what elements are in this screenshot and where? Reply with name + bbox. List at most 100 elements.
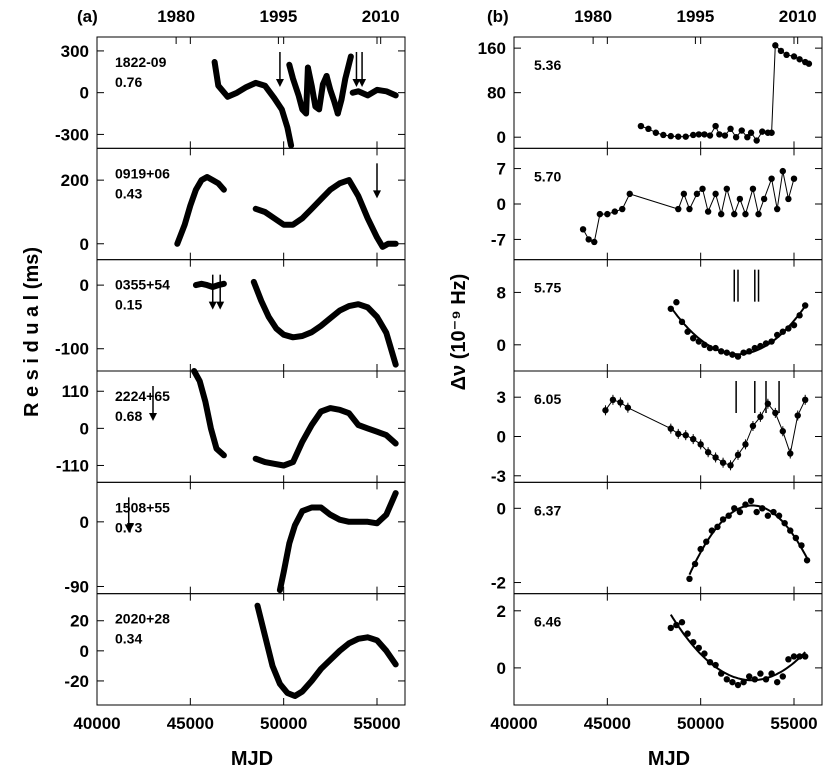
right_column-panel-0-data-point (777, 47, 785, 55)
right_column-panel-1-ytick-label: -7 (491, 230, 506, 249)
right_column-panel-2-data-point (712, 344, 719, 352)
right_column-panel-5-ytick-label: 0 (497, 659, 506, 678)
right_column-panel-2-data-point (667, 305, 674, 312)
left_column-panel-0-residual-segment (211, 59, 295, 149)
right_column-panel-5-data-point (695, 644, 702, 652)
right_column-panel-5-data-point (706, 658, 714, 666)
right_column-panel-5-data-point (690, 638, 697, 646)
right_column-panel-0-data-point (790, 53, 798, 60)
right_column-panel-0-data-point (716, 131, 723, 138)
left_column-panel-5-value: 0.34 (115, 631, 142, 647)
right_column-panel-1-data-point (736, 195, 744, 203)
right_column-panel-5-data-point (751, 676, 758, 683)
right_column-panel-2-data-point (740, 349, 747, 356)
left_column-panel-2-glitch-arrowhead (216, 301, 225, 310)
right_column-panel-5-data-point (774, 678, 781, 686)
right_column-top-tick-label: 1980 (574, 7, 612, 26)
left_column-panel-4-ytick-label: -90 (64, 577, 89, 596)
right_column-panel-0-data-point (759, 128, 766, 135)
right_column-panel-4-data-point (787, 527, 794, 534)
right_column-panel-5-value: 6.46 (534, 614, 561, 630)
right_column-panel-4-data-point (725, 512, 732, 519)
right_column-panel-3-data-point (617, 399, 624, 406)
right_column-panel-2-data-point (723, 349, 730, 356)
right_column-panel-5-data-point (678, 619, 686, 626)
right_column-panel-5-fit-curve (669, 614, 806, 682)
right_column-panel-2-data-point (802, 302, 809, 309)
right_column-panel-3-data-point (675, 430, 682, 438)
right_column-panel-0-data-point (690, 131, 697, 139)
right_column-panel-0-connect-line (640, 44, 810, 142)
right_column-panel-2-data-point (785, 325, 792, 332)
right_column-panel-4-data-point (742, 501, 749, 508)
right_column-panel-4-data-point (775, 512, 783, 519)
right_column-panel-4-ytick-label: 0 (497, 499, 506, 518)
right_column-panel-3-data-point (719, 459, 727, 466)
right_column-panel-2-data-point (684, 328, 691, 335)
right_column-panel-4-data-point (747, 497, 755, 505)
right_column-xtick-label: 40000 (490, 714, 537, 733)
right_column-panel-2-data-point (746, 348, 753, 355)
right_column-top-tick-label: 1995 (676, 7, 714, 26)
right_column-panel-2-value: 5.75 (534, 280, 561, 296)
right_column-panel-3-data-point (697, 441, 704, 448)
left_column-panel-0-ytick-label: 300 (61, 42, 89, 61)
right_column-panel-2-data-point (701, 341, 708, 349)
left_column-panel-5-residual-segment (254, 602, 399, 699)
right_column-panel-1-data-point (604, 210, 611, 218)
right_column-panel-0-data-point (660, 131, 667, 139)
right_column-panel-2-frame (513, 259, 823, 372)
right_column-panel-4-data-point (708, 527, 716, 534)
left_column-panel-4-ytick-label: 0 (80, 513, 89, 532)
left_column-panel-2-residual-segment (192, 280, 227, 290)
left_column-panel-0-ytick-label: 0 (80, 84, 89, 103)
right_column-panel-1-data-point (768, 175, 775, 182)
left-x-axis-title: MJD (231, 748, 273, 770)
right_column-panel-3-data-point (742, 441, 749, 448)
right_column-panel-4-data-point (719, 516, 727, 523)
right_column-panel-3-ytick-label: 3 (497, 388, 506, 407)
right_column-panel-0-data-point (753, 137, 760, 144)
left_column-panel-4-pulsar-name: 1508+55 (115, 499, 170, 515)
left_column-xtick-label: 55000 (353, 714, 400, 733)
right_column-panel-0-frame (513, 36, 823, 149)
right_column-panel-1-data-point (579, 226, 587, 233)
right_column-panel-4-data-point (697, 545, 704, 553)
right_column-panel-0-data-point (667, 132, 674, 140)
right_column-panel-1-data-point (611, 208, 618, 215)
left_column-panel-0-residual-segment (334, 53, 354, 117)
right_column-panel-0-data-point (645, 125, 652, 133)
right_column-panel-1-data-point (718, 210, 725, 218)
right_column-panel-5-data-point (701, 650, 708, 657)
left_column-panel-3-value: 0.68 (115, 408, 142, 424)
right_column-top-tick-label: 2010 (779, 7, 817, 26)
right_column-panel-4-data-point (753, 508, 760, 516)
right_column-panel-4-data-point (798, 542, 805, 549)
right_column-panel-4-data-point (759, 505, 766, 512)
left-panel-label: (a) (77, 7, 98, 26)
right_column-panel-5-data-point (667, 624, 674, 632)
left_column-panel-0-residual-segment (286, 61, 311, 117)
right_column-xtick-label: 45000 (584, 714, 631, 733)
right_column-panel-0-data-point (772, 42, 779, 49)
right_column-panel-3-ytick-label: 0 (497, 427, 506, 446)
right_column-panel-3-frame (513, 370, 823, 483)
left_column-panel-1-residual-segment (174, 174, 227, 247)
right_column-panel-0-data-point (701, 131, 708, 138)
right_column-panel-3-data-point (690, 435, 697, 443)
right_column-panel-3-ytick-label: -3 (491, 467, 506, 486)
left_column-panel-0-residual-segment (323, 73, 341, 117)
right_column-panel-3-data-point (602, 407, 609, 414)
right_column-panel-3-data-point (727, 462, 734, 469)
left-y-axis-title: R e s i d u a l (ms) (21, 247, 43, 417)
right_column-panel-1-data-point (755, 210, 762, 218)
right_column-panel-1-data-point (785, 195, 792, 203)
right_column-panel-1-data-point (731, 210, 738, 218)
text-layer: 1980 1995 20103000-3001822-090.7620000919+… (55, 7, 818, 733)
right_column-panel-4-data-point (764, 512, 772, 519)
right_column-xtick-label: 50000 (677, 714, 724, 733)
right_column-panel-4-ytick-label: -2 (491, 574, 506, 593)
left_column-panel-5-frame (96, 593, 406, 706)
right_column-panel-2-data-point (796, 312, 803, 319)
